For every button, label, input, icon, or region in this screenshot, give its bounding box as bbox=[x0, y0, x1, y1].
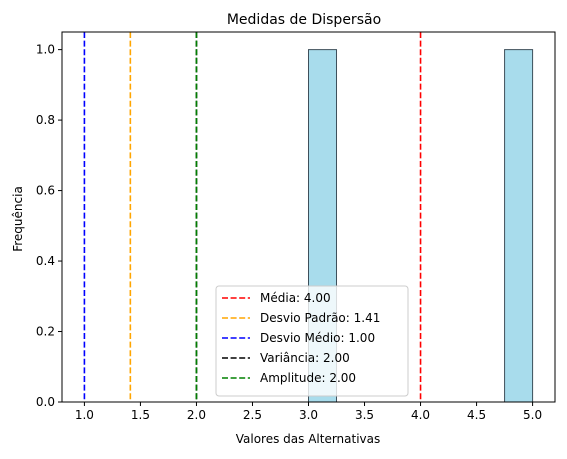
legend-label-1: Média: 4.00 bbox=[260, 291, 331, 305]
x-tick-label-8: 4.5 bbox=[467, 408, 486, 422]
x-tick-label-4: 2.5 bbox=[243, 408, 262, 422]
x-tick-label-9: 5.0 bbox=[523, 408, 542, 422]
ticks-layer: 1.0 1.5 2.0 2.5 3.0 3.5 4.0 4.5 5.0 0.0 0.2 0.4 0.6 0… bbox=[36, 43, 542, 422]
legend-label-2: Desvio Padrão: 1.41 bbox=[260, 311, 380, 325]
chart-title: Medidas de Dispersão bbox=[227, 12, 381, 28]
y-tick-label-2: 0.2 bbox=[36, 325, 55, 339]
histogram-bar-2 bbox=[504, 49, 534, 403]
legend-label-3: Desvio Médio: 1.00 bbox=[260, 331, 375, 345]
x-tick-label-1: 1.0 bbox=[75, 408, 94, 422]
y-tick-label-3: 0.4 bbox=[36, 254, 55, 268]
y-tick-label-1: 0.0 bbox=[36, 395, 55, 409]
legend: Média: 4.00 Desvio Padrão: 1.41 Desvio Méd… bbox=[215, 285, 409, 397]
y-tick-label-4: 0.6 bbox=[36, 184, 55, 198]
legend-box bbox=[215, 285, 409, 397]
legend-label-5: Amplitude: 2.00 bbox=[260, 371, 356, 385]
x-tick-label-6: 3.5 bbox=[355, 408, 374, 422]
y-axis-label: Frequência bbox=[11, 186, 25, 252]
y-tick-label-5: 0.8 bbox=[36, 113, 55, 127]
y-tick-label-6: 1.0 bbox=[36, 43, 55, 57]
legend-label-4: Variância: 2.00 bbox=[260, 351, 350, 365]
x-tick-label-2: 1.5 bbox=[131, 408, 150, 422]
reference-lines-layer bbox=[83, 32, 422, 402]
x-tick-label-3: 2.0 bbox=[187, 408, 206, 422]
x-tick-label-7: 4.0 bbox=[411, 408, 430, 422]
x-tick-label-5: 3.0 bbox=[299, 408, 318, 422]
x-axis-label: Valores das Alternativas bbox=[236, 432, 381, 446]
